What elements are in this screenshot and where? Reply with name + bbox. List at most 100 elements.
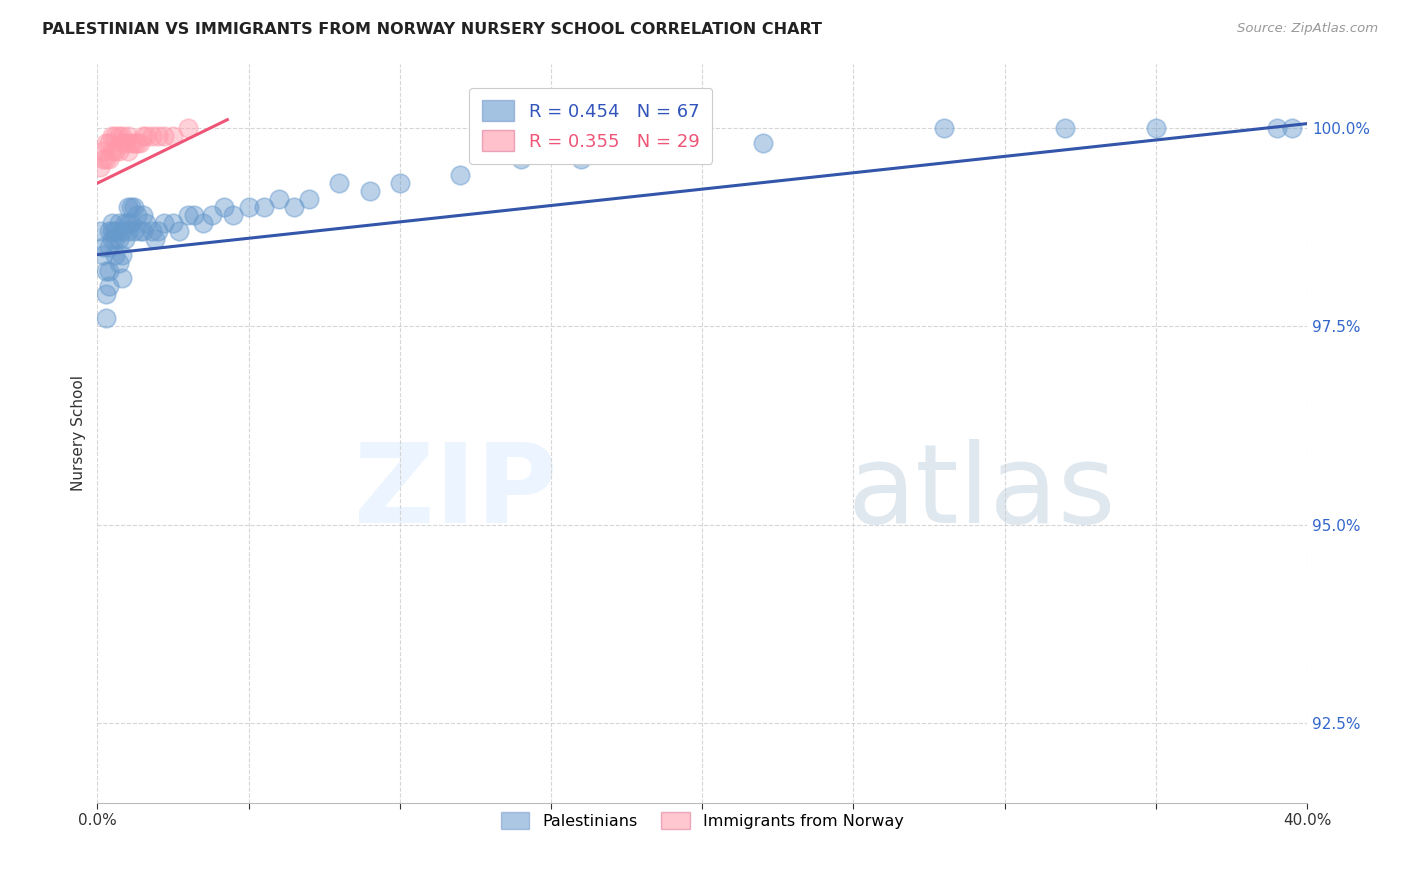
Point xyxy=(283,200,305,214)
Point xyxy=(132,208,155,222)
Point xyxy=(89,161,111,175)
Point xyxy=(141,224,163,238)
Point xyxy=(117,216,139,230)
Point xyxy=(98,136,121,151)
Point xyxy=(201,208,224,222)
Point xyxy=(162,216,184,230)
Point xyxy=(101,232,124,246)
Point xyxy=(153,128,176,143)
Point xyxy=(253,200,276,214)
Text: ZIP: ZIP xyxy=(354,439,557,546)
Point xyxy=(110,271,132,285)
Point xyxy=(107,255,129,269)
Point xyxy=(96,311,118,326)
Point xyxy=(122,136,145,151)
Point xyxy=(89,224,111,238)
Point xyxy=(98,263,121,277)
Point xyxy=(162,128,184,143)
Point xyxy=(132,224,155,238)
Point xyxy=(114,232,136,246)
Point xyxy=(135,216,157,230)
Point xyxy=(110,128,132,143)
Point xyxy=(509,153,531,167)
Point xyxy=(193,216,215,230)
Point xyxy=(93,153,115,167)
Point xyxy=(751,136,773,151)
Point xyxy=(359,184,381,198)
Point xyxy=(128,136,150,151)
Point xyxy=(117,145,139,159)
Point xyxy=(125,136,148,151)
Point xyxy=(117,128,139,143)
Point xyxy=(122,200,145,214)
Point xyxy=(98,279,121,293)
Point xyxy=(1144,120,1167,135)
Point xyxy=(98,224,121,238)
Point xyxy=(177,120,200,135)
Point xyxy=(96,287,118,301)
Point xyxy=(110,224,132,238)
Point xyxy=(1265,120,1288,135)
Point xyxy=(104,224,127,238)
Point xyxy=(125,208,148,222)
Point xyxy=(93,145,115,159)
Point xyxy=(107,232,129,246)
Point xyxy=(104,145,127,159)
Point xyxy=(146,128,169,143)
Point xyxy=(110,247,132,261)
Point xyxy=(177,208,200,222)
Text: atlas: atlas xyxy=(848,439,1116,546)
Point xyxy=(104,247,127,261)
Point xyxy=(1281,120,1303,135)
Point xyxy=(117,224,139,238)
Point xyxy=(214,200,236,214)
Point xyxy=(120,216,142,230)
Point xyxy=(388,176,411,190)
Point xyxy=(93,240,115,254)
Text: PALESTINIAN VS IMMIGRANTS FROM NORWAY NURSERY SCHOOL CORRELATION CHART: PALESTINIAN VS IMMIGRANTS FROM NORWAY NU… xyxy=(42,22,823,37)
Point xyxy=(93,247,115,261)
Point xyxy=(934,120,956,135)
Point xyxy=(104,128,127,143)
Point xyxy=(96,153,118,167)
Point xyxy=(98,240,121,254)
Point xyxy=(101,216,124,230)
Point xyxy=(143,232,166,246)
Point xyxy=(107,145,129,159)
Point xyxy=(167,224,190,238)
Point xyxy=(298,192,321,206)
Point xyxy=(1054,120,1077,135)
Point xyxy=(569,153,592,167)
Point xyxy=(267,192,290,206)
Point xyxy=(128,224,150,238)
Point xyxy=(114,216,136,230)
Point xyxy=(107,216,129,230)
Point xyxy=(146,224,169,238)
Point xyxy=(101,224,124,238)
Point xyxy=(96,136,118,151)
Y-axis label: Nursery School: Nursery School xyxy=(72,376,86,491)
Point xyxy=(630,145,652,159)
Point xyxy=(101,145,124,159)
Point xyxy=(222,208,245,222)
Text: Source: ZipAtlas.com: Source: ZipAtlas.com xyxy=(1237,22,1378,36)
Point xyxy=(135,128,157,143)
Point xyxy=(98,153,121,167)
Point xyxy=(183,208,205,222)
Point xyxy=(120,136,142,151)
Point xyxy=(328,176,350,190)
Point xyxy=(114,136,136,151)
Point xyxy=(690,145,713,159)
Point xyxy=(101,128,124,143)
Point xyxy=(104,232,127,246)
Point xyxy=(110,136,132,151)
Point xyxy=(132,128,155,143)
Point xyxy=(107,128,129,143)
Point xyxy=(238,200,260,214)
Point xyxy=(122,224,145,238)
Point xyxy=(153,216,176,230)
Point xyxy=(449,168,471,182)
Point xyxy=(141,128,163,143)
Legend: Palestinians, Immigrants from Norway: Palestinians, Immigrants from Norway xyxy=(495,805,910,835)
Point xyxy=(117,200,139,214)
